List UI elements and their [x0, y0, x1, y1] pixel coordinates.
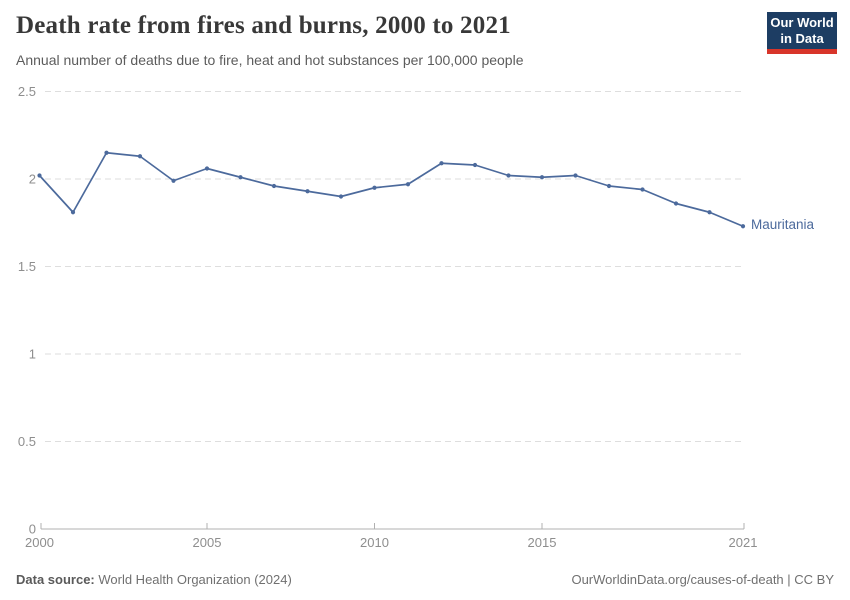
- logo-red-bar: [767, 49, 837, 54]
- data-point[interactable]: [573, 173, 578, 178]
- series-line[interactable]: [38, 151, 744, 228]
- data-point[interactable]: [439, 161, 444, 166]
- data-point[interactable]: [673, 201, 679, 206]
- x-tick-label: 2021: [729, 535, 758, 550]
- owid-logo-line1: Our World: [770, 15, 834, 30]
- owid-logo-box: Our World in Data: [767, 12, 837, 49]
- y-tick-label: 0.5: [18, 434, 36, 449]
- data-point[interactable]: [707, 210, 712, 215]
- data-point[interactable]: [472, 162, 478, 168]
- data-point[interactable]: [640, 187, 645, 192]
- data-point[interactable]: [204, 166, 210, 171]
- data-point[interactable]: [539, 175, 545, 180]
- data-point[interactable]: [171, 178, 176, 183]
- y-tick-label: 2.5: [18, 84, 36, 99]
- chart-subtitle: Annual number of deaths due to fire, hea…: [16, 52, 524, 68]
- y-tick-label: 1: [29, 347, 36, 362]
- x-tick-label: 2005: [193, 535, 222, 550]
- series-end-label[interactable]: Mauritania: [751, 217, 815, 232]
- y-tick-label: 2: [29, 172, 36, 187]
- y-tick-label: 1.5: [18, 259, 36, 274]
- owid-logo-line2: in Data: [780, 31, 824, 46]
- data-point[interactable]: [70, 210, 76, 215]
- data-point[interactable]: [238, 175, 243, 180]
- y-tick-label: 0: [29, 522, 36, 537]
- data-point[interactable]: [37, 173, 42, 178]
- data-point[interactable]: [405, 182, 411, 187]
- footer-source: Data source: World Health Organization (…: [16, 572, 292, 587]
- chart-footer: Data source: World Health Organization (…: [16, 572, 834, 587]
- data-point[interactable]: [271, 183, 277, 189]
- data-point[interactable]: [338, 194, 344, 199]
- data-source-value: World Health Organization (2024): [94, 572, 292, 587]
- x-tick-label: 2000: [25, 535, 54, 550]
- chart-title: Death rate from fires and burns, 2000 to…: [16, 12, 511, 39]
- data-point[interactable]: [506, 173, 511, 178]
- data-point[interactable]: [372, 185, 377, 190]
- data-point[interactable]: [137, 154, 143, 159]
- data-point[interactable]: [606, 183, 612, 189]
- data-point[interactable]: [305, 189, 310, 194]
- x-tick-label: 2010: [360, 535, 389, 550]
- data-source-label: Data source:: [16, 572, 95, 587]
- footer-credit[interactable]: OurWorldinData.org/causes-of-death | CC …: [571, 572, 834, 587]
- x-tick-label: 2015: [528, 535, 557, 550]
- data-point[interactable]: [104, 150, 109, 155]
- owid-logo[interactable]: Our World in Data: [767, 12, 837, 54]
- data-point[interactable]: [740, 224, 746, 229]
